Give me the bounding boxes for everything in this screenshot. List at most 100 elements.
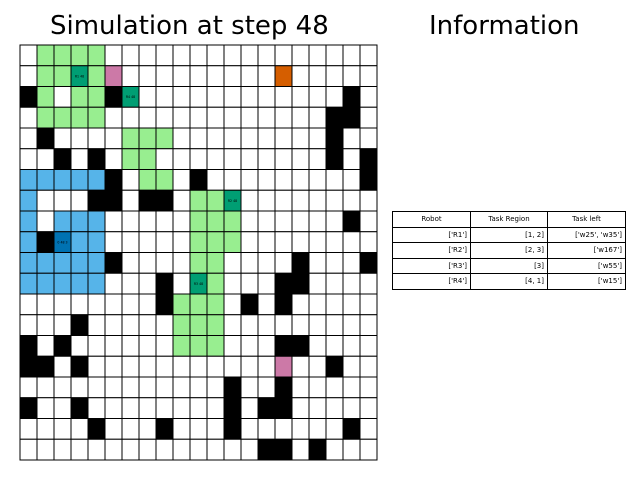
grid-cell [325,44,344,67]
grid-cell [291,127,310,150]
grid-cell [342,397,361,419]
grid-cell [19,418,38,440]
region-cell [206,272,225,295]
robot-label: 0 48 3 [57,240,67,244]
grid-cell [206,86,225,108]
table-row: ['R1'] [1, 2] ['w25', 'w35'] [392,226,626,243]
grid-cell [19,293,38,316]
obstacle-cell [189,169,208,191]
grid-cell [359,86,378,108]
grid-cell [342,169,361,191]
grid-cell [291,376,310,399]
obstacle-cell [87,418,106,440]
grid-cell [291,397,310,419]
grid-cell [70,148,89,170]
grid-cell [240,438,259,461]
grid-cell [87,438,106,461]
grid-cell [172,65,191,87]
grid-cell [223,252,242,274]
grid-cell [240,418,259,440]
grid-cell [138,335,157,357]
grid-cell [240,127,259,150]
grid-cell [19,148,38,170]
grid-cell [70,335,89,357]
grid-cell [359,127,378,150]
table-cell-robot: ['R3'] [392,257,471,274]
grid-cell [291,314,310,336]
obstacle-cell [138,189,157,212]
region-cell [19,231,38,253]
grid-cell [138,397,157,419]
grid-cell [53,314,72,336]
obstacle-cell [155,418,174,440]
grid-cell [274,106,293,129]
grid-cell [36,189,55,212]
grid-cell [240,397,259,419]
table-cell-task-left: ['w167'] [547,242,626,259]
grid-cell [359,355,378,378]
obstacle-cell [104,86,123,108]
grid-cell [274,189,293,212]
grid-cell [308,189,327,212]
region-cell [70,252,89,274]
grid-cell [240,376,259,399]
grid-cell [138,272,157,295]
grid-cell [189,44,208,67]
region-cell [70,231,89,253]
grid-cell [308,293,327,316]
grid-cell [53,376,72,399]
grid-cell [53,397,72,419]
marker-cell [274,65,293,87]
table-row: ['R2'] [2, 3] ['w167'] [392,242,626,259]
grid-cell [121,106,140,129]
grid-cell [138,252,157,274]
grid-cell [274,210,293,233]
grid-cell [359,231,378,253]
grid-cell [155,210,174,233]
grid-cell [308,376,327,399]
obstacle-cell [274,293,293,316]
obstacle-cell [342,86,361,108]
obstacle-cell [155,272,174,295]
region-cell [36,65,55,87]
grid-cell [155,65,174,87]
table-cell-task-region: [2, 3] [470,242,548,259]
grid-cell [240,210,259,233]
grid-cell [53,189,72,212]
grid-cell [240,314,259,336]
region-cell [189,252,208,274]
region-cell [53,252,72,274]
grid-cell [342,314,361,336]
region-cell [70,210,89,233]
grid-cell [325,418,344,440]
grid-cell [206,438,225,461]
region-cell [87,44,106,67]
grid-cell [70,438,89,461]
grid-cell [240,106,259,129]
grid-cell [172,438,191,461]
marker-cell [274,355,293,378]
grid-cell [223,169,242,191]
grid-cell [325,293,344,316]
grid-cell [325,189,344,212]
obstacle-cell [223,397,242,419]
grid-cell [121,335,140,357]
grid-cell [257,252,276,274]
grid-cell [104,272,123,295]
grid-cell [257,189,276,212]
obstacle-cell [223,376,242,399]
grid-cell [172,376,191,399]
region-cell [70,86,89,108]
grid-cell [138,44,157,67]
grid-cell [104,335,123,357]
grid-cell [206,106,225,129]
region-cell [70,106,89,129]
grid-cell [274,127,293,150]
grid-cell [189,397,208,419]
grid-cell [104,293,123,316]
obstacle-cell [155,293,174,316]
grid-cell [206,148,225,170]
obstacle-cell [359,252,378,274]
grid-cell [19,44,38,67]
obstacle-cell [274,438,293,461]
